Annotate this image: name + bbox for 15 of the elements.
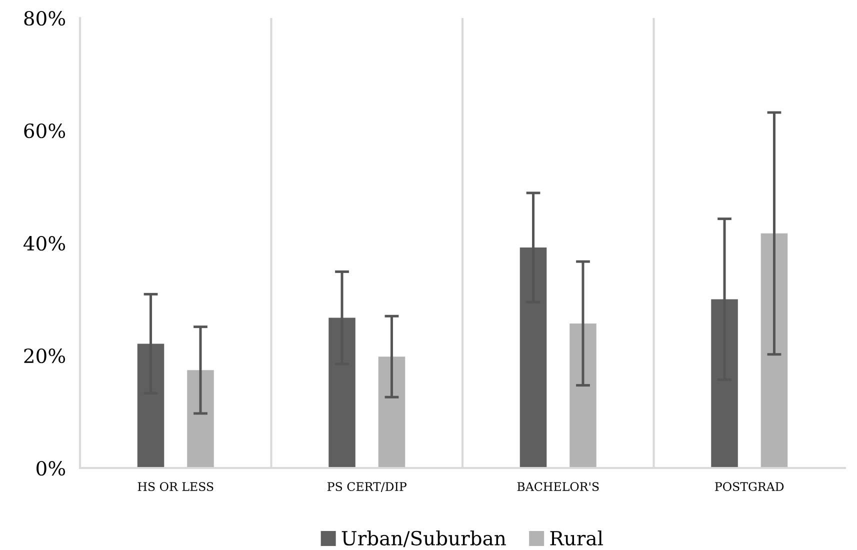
legend-label: Rural [550, 530, 603, 546]
bar [378, 356, 406, 468]
y-tick-label: 40% [23, 236, 66, 251]
y-tick-label: 0% [36, 460, 66, 476]
bar [187, 370, 214, 468]
y-tick-label: 60% [24, 123, 66, 138]
bar [570, 323, 596, 468]
x-tick-label: BACHELOR'S [517, 482, 599, 492]
x-tick-label: POSTGRAD [715, 482, 784, 492]
x-tick-label: HS OR LESS [138, 482, 214, 492]
x-tick-label: PS CERT/DIP [328, 482, 406, 492]
legend-label: Urban/Suburban [342, 530, 506, 548]
y-tick-label: 20% [24, 348, 66, 364]
y-tick-label: 80% [24, 10, 66, 26]
bar [760, 233, 788, 468]
